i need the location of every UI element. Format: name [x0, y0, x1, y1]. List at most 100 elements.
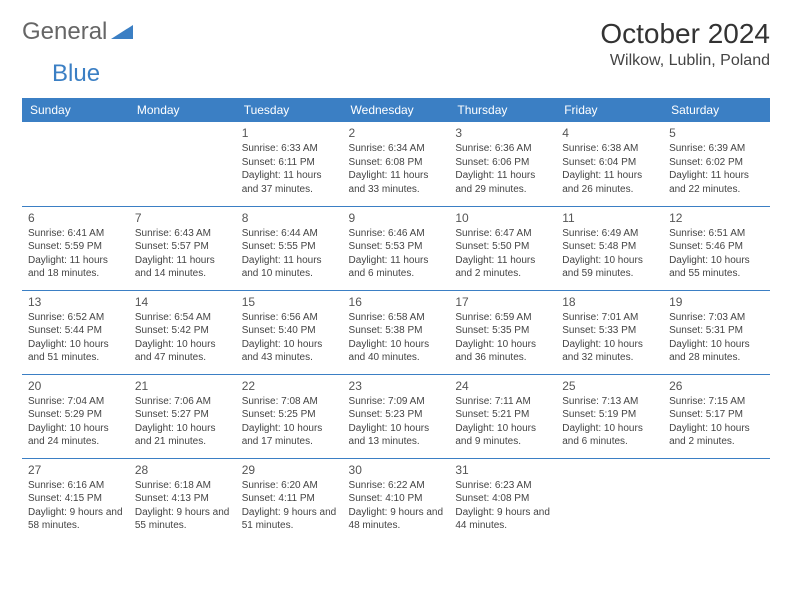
- day-number: 18: [562, 295, 657, 309]
- day-number: 26: [669, 379, 764, 393]
- day-info: Sunrise: 6:33 AMSunset: 6:11 PMDaylight:…: [242, 142, 337, 196]
- logo-word2: Blue: [52, 60, 100, 87]
- day-number: 11: [562, 211, 657, 225]
- calendar-cell-empty: [556, 458, 663, 542]
- day-header: Monday: [129, 98, 236, 122]
- day-number: 31: [455, 463, 550, 477]
- day-header: Friday: [556, 98, 663, 122]
- day-number: 24: [455, 379, 550, 393]
- day-number: 13: [28, 295, 123, 309]
- day-number: 20: [28, 379, 123, 393]
- calendar-header-row: SundayMondayTuesdayWednesdayThursdayFrid…: [22, 98, 770, 122]
- day-number: 30: [349, 463, 444, 477]
- calendar-cell: 1 Sunrise: 6:33 AMSunset: 6:11 PMDaylight…: [236, 122, 343, 206]
- day-number: 22: [242, 379, 337, 393]
- calendar-row: 13 Sunrise: 6:52 AMSunset: 5:44 PMDayligh…: [22, 290, 770, 374]
- day-number: 10: [455, 211, 550, 225]
- calendar-cell: 8Sunrise: 6:44 AMSunset: 5:55 PMDaylight…: [236, 206, 343, 290]
- day-info: Sunrise: 6:38 AMSunset: 6:04 PMDaylight:…: [562, 142, 657, 196]
- day-info: Sunrise: 7:01 AMSunset: 5:33 PMDaylight:…: [562, 311, 657, 365]
- day-number: 28: [135, 463, 230, 477]
- calendar-cell: 2 Sunrise: 6:34 AMSunset: 6:08 PMDaylight…: [343, 122, 450, 206]
- calendar-row: 20 Sunrise: 7:04 AMSunset: 5:29 PMDayligh…: [22, 374, 770, 458]
- calendar-cell: 12 Sunrise: 6:51 AMSunset: 5:46 PMDayligh…: [663, 206, 770, 290]
- calendar-cell: 20 Sunrise: 7:04 AMSunset: 5:29 PMDayligh…: [22, 374, 129, 458]
- calendar-cell: 27Sunrise: 6:16 AMSunset: 4:15 PMDayligh…: [22, 458, 129, 542]
- day-number: 19: [669, 295, 764, 309]
- day-header: Thursday: [449, 98, 556, 122]
- day-info: Sunrise: 7:03 AMSunset: 5:31 PMDaylight:…: [669, 311, 764, 365]
- day-info: Sunrise: 6:51 AMSunset: 5:46 PMDaylight:…: [669, 227, 764, 281]
- day-info: Sunrise: 6:54 AMSunset: 5:42 PMDaylight:…: [135, 311, 230, 365]
- calendar-cell: 24Sunrise: 7:11 AMSunset: 5:21 PMDayligh…: [449, 374, 556, 458]
- logo: General: [22, 18, 137, 46]
- calendar-cell: 3 Sunrise: 6:36 AMSunset: 6:06 PMDaylight…: [449, 122, 556, 206]
- day-info: Sunrise: 6:49 AMSunset: 5:48 PMDaylight:…: [562, 227, 657, 281]
- day-header: Saturday: [663, 98, 770, 122]
- day-info: Sunrise: 6:39 AMSunset: 6:02 PMDaylight:…: [669, 142, 764, 196]
- day-info: Sunrise: 6:23 AMSunset: 4:08 PMDaylight:…: [455, 479, 550, 533]
- logo-word1: General: [22, 18, 107, 46]
- calendar-cell: 10 Sunrise: 6:47 AMSunset: 5:50 PMDayligh…: [449, 206, 556, 290]
- month-title: October 2024: [600, 18, 770, 50]
- day-info: Sunrise: 6:36 AMSunset: 6:06 PMDaylight:…: [455, 142, 550, 196]
- calendar-cell: 11 Sunrise: 6:49 AMSunset: 5:48 PMDayligh…: [556, 206, 663, 290]
- day-info: Sunrise: 6:18 AMSunset: 4:13 PMDaylight:…: [135, 479, 230, 533]
- day-info: Sunrise: 7:06 AMSunset: 5:27 PMDaylight:…: [135, 395, 230, 449]
- calendar-cell: 9Sunrise: 6:46 AMSunset: 5:53 PMDaylight…: [343, 206, 450, 290]
- day-number: 17: [455, 295, 550, 309]
- day-number: 16: [349, 295, 444, 309]
- calendar-row: 1 Sunrise: 6:33 AMSunset: 6:11 PMDaylight…: [22, 122, 770, 206]
- calendar-row: 27Sunrise: 6:16 AMSunset: 4:15 PMDayligh…: [22, 458, 770, 542]
- day-info: Sunrise: 6:59 AMSunset: 5:35 PMDaylight:…: [455, 311, 550, 365]
- calendar-cell: 18 Sunrise: 7:01 AMSunset: 5:33 PMDayligh…: [556, 290, 663, 374]
- day-info: Sunrise: 7:09 AMSunset: 5:23 PMDaylight:…: [349, 395, 444, 449]
- calendar-cell-empty: [22, 122, 129, 206]
- title-block: October 2024 Wilkow, Lublin, Poland: [600, 18, 770, 70]
- calendar-cell: 22Sunrise: 7:08 AMSunset: 5:25 PMDayligh…: [236, 374, 343, 458]
- day-info: Sunrise: 6:58 AMSunset: 5:38 PMDaylight:…: [349, 311, 444, 365]
- calendar-cell: 14 Sunrise: 6:54 AMSunset: 5:42 PMDayligh…: [129, 290, 236, 374]
- calendar-cell: 5 Sunrise: 6:39 AMSunset: 6:02 PMDaylight…: [663, 122, 770, 206]
- calendar-cell: 7 Sunrise: 6:43 AMSunset: 5:57 PMDaylight…: [129, 206, 236, 290]
- calendar-cell: 23 Sunrise: 7:09 AMSunset: 5:23 PMDayligh…: [343, 374, 450, 458]
- day-number: 27: [28, 463, 123, 477]
- day-number: 9: [349, 211, 444, 225]
- day-number: 5: [669, 126, 764, 140]
- day-info: Sunrise: 6:47 AMSunset: 5:50 PMDaylight:…: [455, 227, 550, 281]
- day-number: 21: [135, 379, 230, 393]
- day-number: 1: [242, 126, 337, 140]
- calendar-cell: 16 Sunrise: 6:58 AMSunset: 5:38 PMDayligh…: [343, 290, 450, 374]
- location: Wilkow, Lublin, Poland: [600, 52, 770, 70]
- day-number: 25: [562, 379, 657, 393]
- day-number: 2: [349, 126, 444, 140]
- day-number: 14: [135, 295, 230, 309]
- day-number: 12: [669, 211, 764, 225]
- day-info: Sunrise: 6:22 AMSunset: 4:10 PMDaylight:…: [349, 479, 444, 533]
- triangle-icon: [111, 21, 133, 44]
- day-number: 3: [455, 126, 550, 140]
- calendar-cell-empty: [129, 122, 236, 206]
- calendar-cell: 17 Sunrise: 6:59 AMSunset: 5:35 PMDayligh…: [449, 290, 556, 374]
- day-info: Sunrise: 6:41 AMSunset: 5:59 PMDaylight:…: [28, 227, 123, 281]
- calendar-cell: 4Sunrise: 6:38 AMSunset: 6:04 PMDaylight…: [556, 122, 663, 206]
- calendar-cell: 15 Sunrise: 6:56 AMSunset: 5:40 PMDayligh…: [236, 290, 343, 374]
- day-info: Sunrise: 6:43 AMSunset: 5:57 PMDaylight:…: [135, 227, 230, 281]
- day-info: Sunrise: 7:04 AMSunset: 5:29 PMDaylight:…: [28, 395, 123, 449]
- calendar-body: 1 Sunrise: 6:33 AMSunset: 6:11 PMDaylight…: [22, 122, 770, 542]
- day-number: 7: [135, 211, 230, 225]
- calendar-cell-empty: [663, 458, 770, 542]
- day-info: Sunrise: 6:52 AMSunset: 5:44 PMDaylight:…: [28, 311, 123, 365]
- calendar-cell: 29Sunrise: 6:20 AMSunset: 4:11 PMDayligh…: [236, 458, 343, 542]
- calendar-cell: 31 Sunrise: 6:23 AMSunset: 4:08 PMDayligh…: [449, 458, 556, 542]
- calendar-cell: 19 Sunrise: 7:03 AMSunset: 5:31 PMDayligh…: [663, 290, 770, 374]
- day-number: 15: [242, 295, 337, 309]
- calendar-table: SundayMondayTuesdayWednesdayThursdayFrid…: [22, 98, 770, 542]
- calendar-cell: 28 Sunrise: 6:18 AMSunset: 4:13 PMDayligh…: [129, 458, 236, 542]
- calendar-cell: 6Sunrise: 6:41 AMSunset: 5:59 PMDaylight…: [22, 206, 129, 290]
- day-number: 23: [349, 379, 444, 393]
- calendar-cell: 30 Sunrise: 6:22 AMSunset: 4:10 PMDayligh…: [343, 458, 450, 542]
- day-header: Tuesday: [236, 98, 343, 122]
- day-info: Sunrise: 6:56 AMSunset: 5:40 PMDaylight:…: [242, 311, 337, 365]
- day-info: Sunrise: 6:34 AMSunset: 6:08 PMDaylight:…: [349, 142, 444, 196]
